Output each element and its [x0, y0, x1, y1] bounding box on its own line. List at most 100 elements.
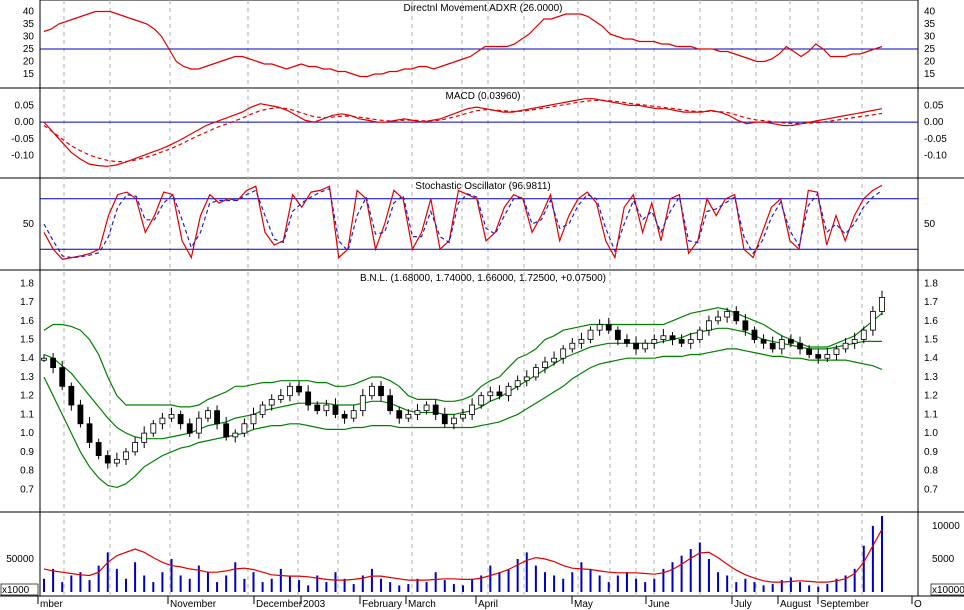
candle-body — [542, 361, 548, 369]
y-tick-label-left: 1.1 — [20, 409, 34, 420]
candle-body — [177, 413, 184, 425]
candle-body — [378, 385, 384, 397]
y-tick-label-left: 0.8 — [20, 466, 34, 477]
y-tick-label-right: 1.0 — [924, 428, 938, 439]
candle-body — [824, 354, 831, 359]
candle-body — [259, 404, 266, 415]
candle-body — [241, 423, 248, 434]
candle-body — [423, 404, 430, 412]
y-tick-label-left: 15 — [23, 69, 35, 80]
y-tick-label-left: 50 — [23, 219, 35, 230]
candle-body — [123, 451, 129, 460]
y-tick-label-right: 5000 — [932, 554, 955, 565]
y-tick-label-right: 1.2 — [924, 391, 938, 402]
y-tick-label-left: 1.3 — [20, 372, 34, 383]
candle-body — [523, 376, 530, 382]
y-tick-label-right: 1.8 — [924, 278, 938, 289]
candle-body — [624, 339, 630, 344]
candle-body — [223, 423, 230, 438]
y-tick-label-left: -0.05 — [11, 134, 34, 145]
panel-2: Stochastic Oscillator (96.9811) 50 50 — [23, 181, 936, 260]
candle-body — [432, 404, 439, 415]
candle-body — [159, 417, 166, 425]
series-line-0 — [43, 10, 883, 78]
candle-body — [186, 423, 193, 434]
unit-box-left — [0, 583, 39, 596]
y-tick-label-right: 1.4 — [924, 353, 938, 364]
candle-body — [687, 339, 694, 344]
panel-title: MACD (0.03960) — [445, 91, 520, 102]
candle-body — [724, 311, 731, 318]
candle-body — [195, 417, 202, 434]
candle-body — [532, 367, 539, 378]
series-line-1 — [43, 99, 883, 163]
candle-body — [587, 329, 594, 340]
y-tick-label-right: 1.7 — [924, 297, 938, 308]
panel-title: Stochastic Oscillator (96.9811) — [415, 181, 550, 192]
candle-body — [678, 339, 685, 344]
y-tick-label-left: -0.10 — [11, 151, 34, 162]
candle-body — [514, 380, 521, 387]
volume-moving-average — [43, 528, 883, 583]
x-tick-label: August — [780, 599, 811, 610]
x-tick-label: April — [478, 599, 498, 610]
candle-body — [879, 296, 885, 312]
candle-body — [487, 391, 494, 397]
x-tick-label: July — [734, 599, 752, 610]
x-tick-label: mber — [40, 599, 63, 610]
y-tick-label-left: 1.5 — [20, 335, 34, 346]
candle-body — [505, 385, 512, 397]
candle-body — [706, 320, 712, 331]
y-tick-label-right: 40 — [924, 7, 936, 18]
y-tick-label-right: 50 — [924, 219, 936, 230]
series-line-0 — [43, 98, 883, 167]
y-tick-label-right: 1.3 — [924, 372, 938, 383]
candle-body — [205, 410, 211, 419]
y-tick-label-left: 0.00 — [15, 117, 35, 128]
candle-body — [41, 357, 47, 361]
unit-label-left: x1000 — [2, 585, 30, 596]
candle-body — [469, 404, 476, 415]
candle-body — [113, 458, 120, 464]
candle-body — [132, 442, 138, 453]
candle-body — [250, 413, 257, 425]
y-tick-label-right: 0.00 — [924, 117, 944, 128]
bollinger-lower — [43, 348, 883, 489]
y-tick-label-right: 1.6 — [924, 316, 938, 327]
candle-body — [95, 442, 102, 456]
candle-body — [50, 357, 57, 368]
candle-body — [551, 357, 557, 363]
x-tick-label: November — [170, 599, 217, 610]
y-tick-label-right: 10000 — [932, 521, 960, 532]
candle-body — [68, 385, 75, 406]
candle-body — [369, 385, 375, 397]
series-line-0 — [43, 184, 883, 260]
y-tick-label-right: 25 — [924, 44, 936, 55]
y-tick-label-left: 1.2 — [20, 391, 34, 402]
candle-body — [287, 385, 293, 397]
y-tick-label-right: -0.10 — [924, 151, 947, 162]
candle-body — [359, 395, 366, 412]
candle-body — [460, 413, 466, 419]
candle-body — [450, 417, 457, 425]
candle-body — [642, 342, 649, 350]
candle-body — [59, 367, 66, 387]
y-tick-label-left: 20 — [23, 57, 35, 68]
candle-body — [387, 395, 394, 412]
candle-body — [651, 339, 658, 344]
y-tick-label-right: -0.05 — [924, 134, 947, 145]
y-tick-label-left: 50000 — [6, 554, 34, 565]
y-tick-label-right: 30 — [924, 32, 936, 43]
candle-body — [633, 342, 639, 350]
candle-body — [341, 413, 348, 419]
candle-body — [396, 410, 403, 419]
candle-body — [323, 404, 330, 412]
candle-body — [760, 339, 767, 344]
bollinger-upper — [43, 307, 883, 408]
unit-box-right — [930, 583, 964, 596]
y-tick-label-left: 1.4 — [20, 353, 34, 364]
candle-body — [232, 432, 239, 438]
panel-title: B.N.L. (1.68000, 1.74000, 1.66000, 1.725… — [360, 273, 606, 284]
